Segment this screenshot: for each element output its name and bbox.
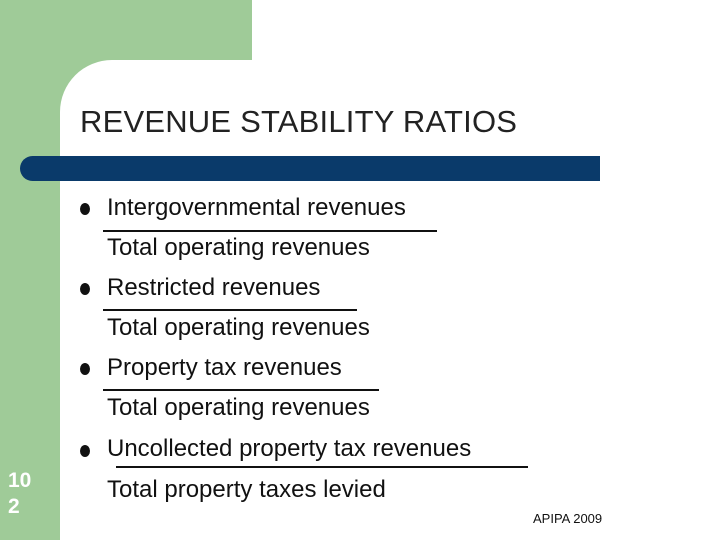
slide-number-line: 2: [8, 495, 20, 518]
slide-number: 10 2: [8, 468, 50, 520]
fraction-rule: [103, 389, 379, 391]
slide-title: REVENUE STABILITY RATIOS: [80, 104, 518, 139]
ratio-denominator: Total operating revenues: [107, 234, 370, 261]
footer-text: APIPA 2009: [533, 511, 603, 526]
slide-content-panel: [60, 60, 720, 540]
ratio-denominator: Total property taxes levied: [107, 476, 386, 503]
title-underline-bar: [20, 156, 600, 181]
ratio-denominator: Total operating revenues: [107, 394, 370, 421]
fraction-rule: [103, 309, 357, 311]
bullet-icon: [80, 363, 90, 375]
slide-number-line: 10: [8, 469, 32, 492]
bullet-icon: [80, 283, 90, 295]
ratio-numerator: Intergovernmental revenues: [107, 194, 406, 221]
bullet-icon: [80, 203, 90, 215]
green-decor-strip: [0, 0, 60, 540]
fraction-rule: [103, 230, 437, 232]
fraction-rule: [116, 466, 528, 468]
ratio-numerator: Property tax revenues: [107, 354, 342, 381]
ratio-numerator: Restricted revenues: [107, 274, 321, 301]
bullet-icon: [80, 445, 90, 457]
ratio-numerator: Uncollected property tax revenues: [107, 435, 472, 462]
ratio-denominator: Total operating revenues: [107, 314, 370, 341]
